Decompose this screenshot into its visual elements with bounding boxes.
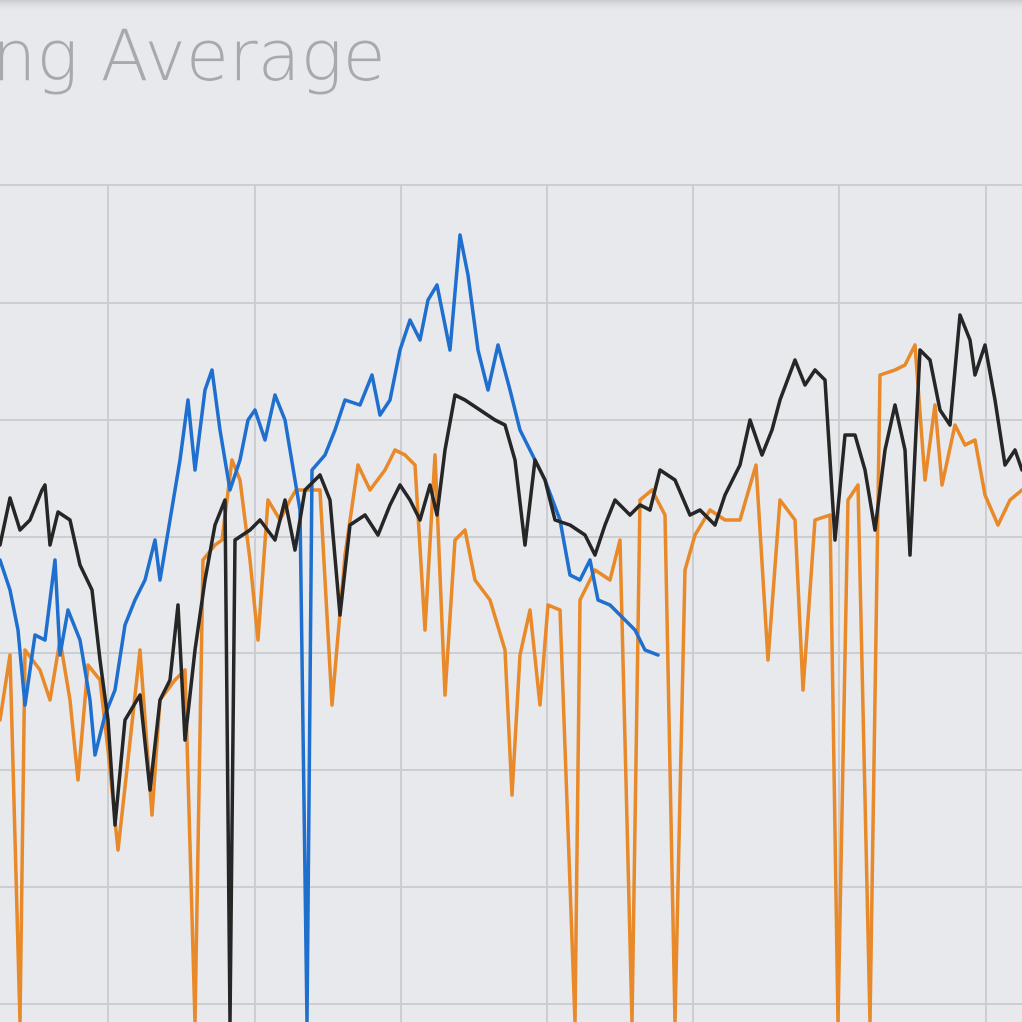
lines xyxy=(0,233,1022,1022)
series-line xyxy=(0,343,1022,1022)
chart-title: ng Average xyxy=(0,15,386,97)
top-shadow xyxy=(0,0,1022,12)
series-line xyxy=(0,313,1022,1022)
